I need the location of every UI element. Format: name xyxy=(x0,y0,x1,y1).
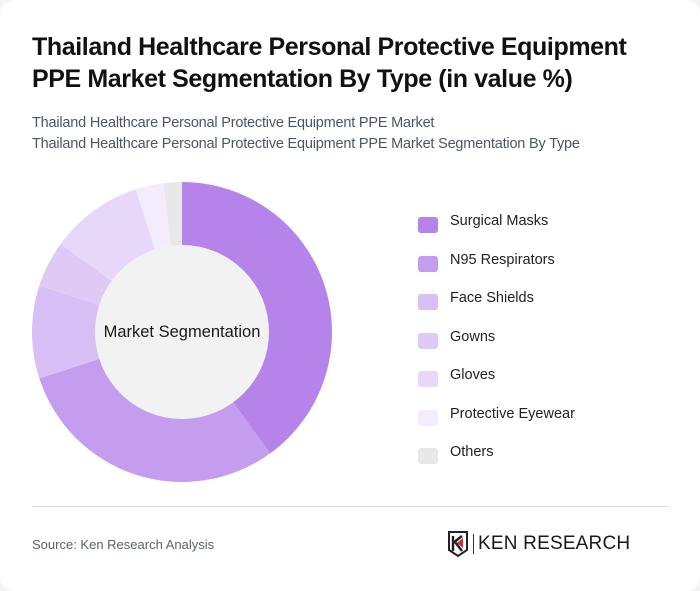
subtitle-line-1: Thailand Healthcare Personal Protective … xyxy=(32,115,435,131)
donut-chart xyxy=(32,182,332,482)
logo-text: KEN RESEARCH xyxy=(478,533,631,554)
subtitle-line-2: Thailand Healthcare Personal Protective … xyxy=(32,136,580,152)
donut-slice-surgical-masks[interactable] xyxy=(182,182,332,454)
legend-label: N95 Respirators xyxy=(450,251,555,268)
donut-slice-others[interactable] xyxy=(163,182,182,247)
legend-swatch xyxy=(418,332,438,349)
logo-separator xyxy=(473,534,474,554)
legend-swatch xyxy=(418,294,438,311)
footer-divider xyxy=(32,506,668,507)
legend-label: Surgical Masks xyxy=(450,213,549,230)
donut-slice-n95-respirators[interactable] xyxy=(39,358,271,482)
legend-item-gloves[interactable]: Gloves xyxy=(418,360,678,399)
chart-title: Thailand Healthcare Personal Protective … xyxy=(32,33,627,93)
ken-research-logo-icon xyxy=(448,531,468,557)
legend-swatch xyxy=(418,255,438,272)
chart-subtitle: Thailand Healthcare Personal Protective … xyxy=(32,113,682,155)
legend-item-face-shields[interactable]: Face Shields xyxy=(418,283,678,322)
donut-center xyxy=(95,245,269,419)
legend-item-surgical-masks[interactable]: Surgical Masks xyxy=(418,206,678,245)
donut-slice-gloves[interactable] xyxy=(60,189,156,282)
source-note: Source: Ken Research Analysis xyxy=(32,537,215,552)
legend-swatch xyxy=(418,217,438,234)
legend-label: Face Shields xyxy=(450,290,534,307)
legend-swatch xyxy=(418,371,438,388)
legend-label: Others xyxy=(450,444,494,461)
legend-item-n95-respirators[interactable]: N95 Respirators xyxy=(418,245,678,284)
legend-item-gowns[interactable]: Gowns xyxy=(418,322,678,361)
legend-item-others[interactable]: Others xyxy=(418,437,678,476)
legend-swatch xyxy=(418,409,438,426)
legend-label: Protective Eyewear xyxy=(450,405,575,422)
legend-swatch xyxy=(418,448,438,465)
donut-slice-face-shields[interactable] xyxy=(32,285,101,379)
ken-research-logo: KEN RESEARCH xyxy=(448,531,630,557)
donut-slice-gowns[interactable] xyxy=(39,243,113,306)
donut-slice-protective-eyewear[interactable] xyxy=(135,183,172,251)
chart-legend: Surgical Masks N95 Respirators Face Shie… xyxy=(418,206,678,476)
legend-label: Gloves xyxy=(450,367,496,384)
legend-label: Gowns xyxy=(450,328,496,345)
donut-svg xyxy=(32,182,332,482)
legend-item-protective-eyewear[interactable]: Protective Eyewear xyxy=(418,399,678,438)
